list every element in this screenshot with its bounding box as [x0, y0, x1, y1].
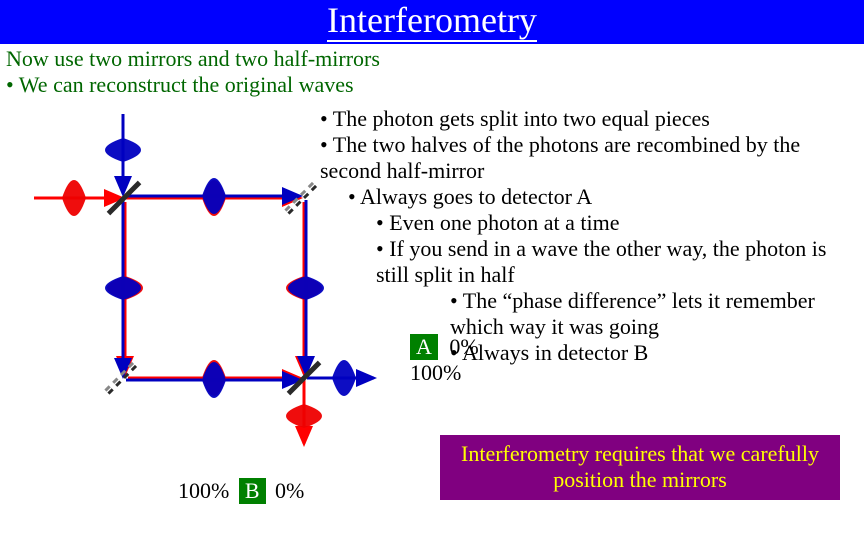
intro-block: Now use two mirrors and two half-mirrors…	[0, 44, 864, 98]
bullet-4: • Even one photon at a time	[376, 210, 854, 236]
detector-a-pct-primary: 0%	[449, 334, 478, 359]
detector-b-pct-secondary: 100%	[178, 478, 229, 503]
bullet-5: • If you send in a wave the other way, t…	[376, 236, 854, 288]
detector-b-pct-primary: 0%	[275, 478, 304, 503]
intro-line-1: Now use two mirrors and two half-mirrors	[6, 46, 858, 72]
diagram-svg	[4, 108, 404, 478]
bullet-3: • Always goes to detector A	[348, 184, 854, 210]
bullet-6: • The “phase difference” lets it remembe…	[450, 288, 854, 340]
bullet-7: • Always in detector B	[450, 340, 854, 366]
interferometer-diagram	[4, 108, 364, 468]
title-bar: Interferometry	[0, 0, 864, 44]
callout-text: Interferometry requires that we carefull…	[461, 441, 819, 492]
callout-box: Interferometry requires that we carefull…	[440, 435, 840, 500]
detector-a-tag: A	[410, 334, 438, 360]
detector-b-labels: 100% B 0%	[178, 478, 304, 504]
page-title: Interferometry	[327, 0, 537, 42]
detector-a-labels: A 0% 100%	[410, 334, 479, 386]
detector-b-tag: B	[239, 478, 266, 504]
intro-line-2: • We can reconstruct the original waves	[6, 72, 858, 98]
detector-a-pct-secondary: 100%	[410, 360, 461, 385]
